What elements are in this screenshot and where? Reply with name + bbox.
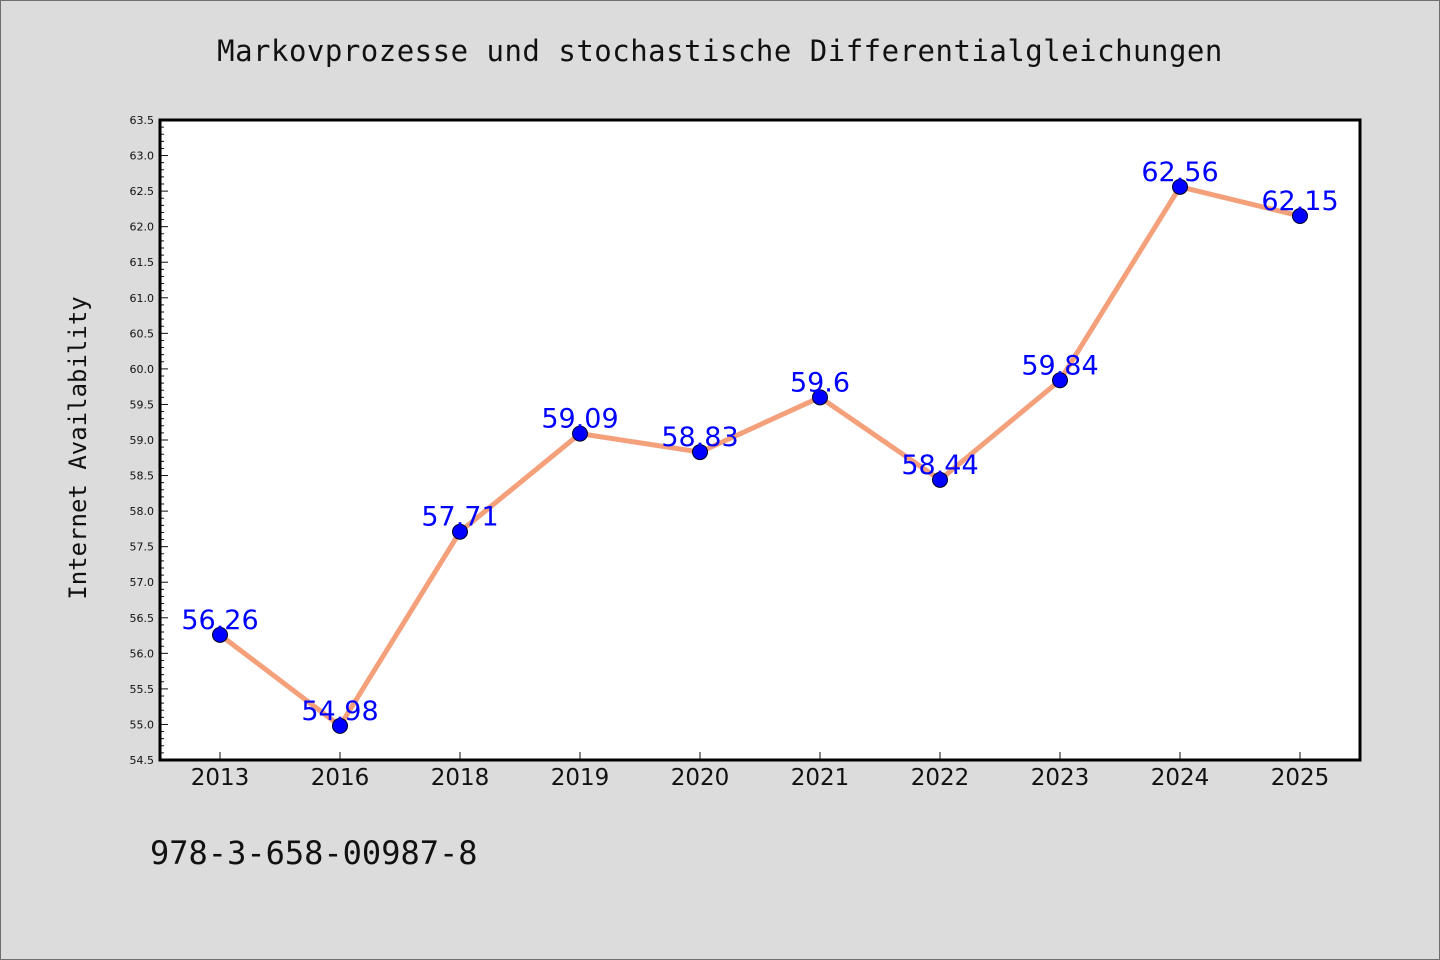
data-point xyxy=(332,717,348,734)
y-tick-label: 56.0 xyxy=(130,647,155,660)
y-tick-label: 62.5 xyxy=(130,185,155,198)
x-tick-label: 2024 xyxy=(1151,765,1210,791)
y-tick-label: 60.5 xyxy=(130,327,155,340)
data-point xyxy=(812,389,828,406)
data-point xyxy=(452,523,468,540)
data-label: 59.84 xyxy=(1021,350,1098,381)
y-tick-label: 63.0 xyxy=(130,150,155,163)
data-point xyxy=(692,444,708,461)
y-tick-label: 57.0 xyxy=(130,576,155,589)
y-tick-label: 55.5 xyxy=(130,683,155,696)
data-label: 57.71 xyxy=(421,502,498,533)
data-point xyxy=(1052,372,1068,389)
y-tick-label: 61.5 xyxy=(130,256,155,269)
data-point xyxy=(572,425,588,442)
x-tick-label: 2016 xyxy=(311,765,370,791)
x-tick-label: 2018 xyxy=(431,765,490,791)
data-label: 62.15 xyxy=(1261,186,1338,217)
x-tick-label: 2023 xyxy=(1031,765,1090,791)
y-tick-label: 55.0 xyxy=(130,718,155,731)
y-tick-label: 61.0 xyxy=(130,292,155,305)
plot-border xyxy=(158,118,1362,762)
x-tick-label: 2022 xyxy=(911,765,970,791)
y-tick-label: 56.5 xyxy=(130,612,155,625)
series-line xyxy=(217,184,1303,729)
data-label: 59.6 xyxy=(790,367,850,398)
x-tick-label: 2020 xyxy=(671,765,730,791)
data-label: 58.44 xyxy=(901,450,978,481)
y-tick-label: 62.0 xyxy=(130,221,155,234)
y-tick-label: 54.5 xyxy=(130,754,155,767)
y-tick-label: 59.0 xyxy=(130,434,155,447)
data-point xyxy=(212,626,228,643)
data-label: 54.98 xyxy=(301,696,378,727)
isbn-footer: 978-3-658-00987-8 xyxy=(150,834,478,872)
data-label: 62.56 xyxy=(1141,157,1218,188)
data-point xyxy=(1172,178,1188,195)
data-point xyxy=(1292,208,1308,224)
plot-area xyxy=(160,120,1360,760)
data-label: 56.26 xyxy=(181,605,258,636)
y-tick-label: 58.5 xyxy=(130,470,155,483)
y-tick-label: 58.0 xyxy=(130,505,155,518)
x-tick-label: 2013 xyxy=(191,765,250,791)
y-axis-label: Internet Availability xyxy=(64,296,92,599)
y-tick-label: 63.5 xyxy=(130,114,155,127)
chart-title: Markovprozesse und stochastische Differe… xyxy=(217,34,1223,68)
y-tick-label: 60.0 xyxy=(130,363,155,376)
x-tick-label: 2025 xyxy=(1271,765,1330,791)
data-label: 58.83 xyxy=(661,422,738,453)
data-label: 59.09 xyxy=(541,404,618,435)
y-tick-label: 59.5 xyxy=(130,398,155,411)
x-tick-label: 2021 xyxy=(791,765,850,791)
data-point xyxy=(932,471,948,488)
x-tick-label: 2019 xyxy=(551,765,610,791)
y-tick-label: 57.5 xyxy=(130,541,155,554)
